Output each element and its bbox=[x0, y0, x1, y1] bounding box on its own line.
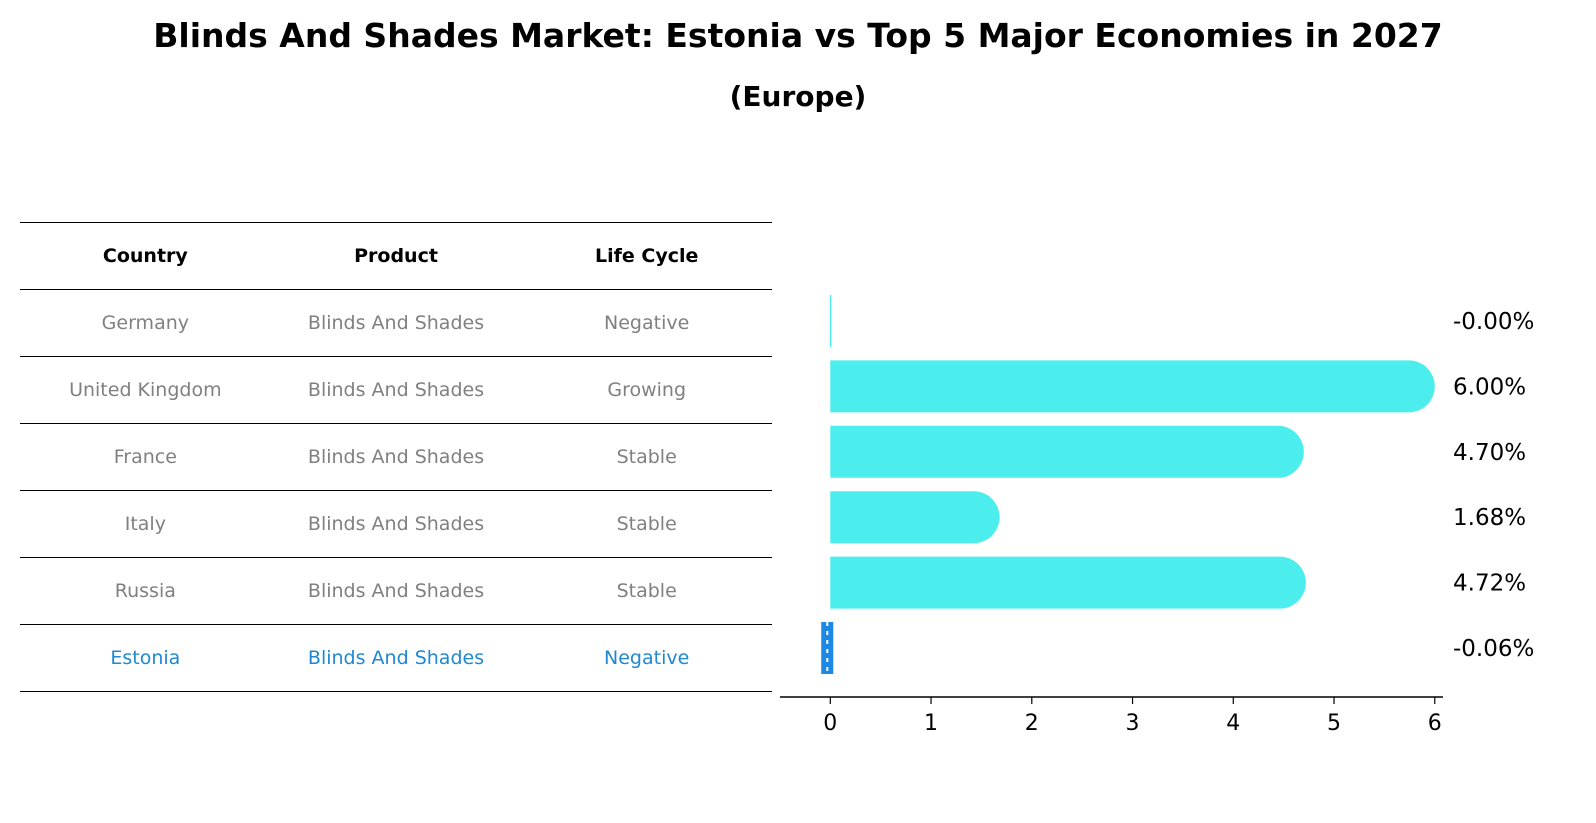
x-tick-label: 2 bbox=[1025, 711, 1039, 736]
data-label: 6.00% bbox=[1453, 374, 1526, 400]
table-row: Russia Blinds And Shades Stable bbox=[20, 557, 772, 624]
cell-product: Blinds And Shades bbox=[307, 647, 485, 669]
cell-country: Estonia bbox=[110, 647, 181, 669]
cell-country: Russia bbox=[114, 580, 176, 602]
x-tick-label: 0 bbox=[823, 711, 837, 736]
x-tick-label: 1 bbox=[924, 711, 938, 736]
header-product: Product bbox=[354, 245, 438, 267]
cell-product: Blinds And Shades bbox=[307, 580, 485, 602]
bar-france bbox=[830, 425, 1304, 478]
cell-life-cycle: Negative bbox=[604, 312, 690, 334]
header-life-cycle: Life Cycle bbox=[594, 245, 699, 267]
bar-united-kingdom bbox=[830, 360, 1435, 413]
cell-country: Germany bbox=[101, 312, 189, 334]
bar-germany bbox=[829, 295, 832, 347]
bar-italy bbox=[830, 491, 1000, 544]
chart-title: Blinds And Shades Market: Estonia vs Top… bbox=[153, 16, 1443, 55]
data-label: 4.72% bbox=[1453, 571, 1526, 597]
cell-product: Blinds And Shades bbox=[307, 513, 485, 535]
cell-life-cycle: Stable bbox=[616, 580, 677, 602]
table-row: France Blinds And Shades Stable bbox=[20, 423, 772, 490]
chart-subtitle: (Europe) bbox=[729, 80, 867, 113]
cell-country: Italy bbox=[124, 513, 166, 535]
data-label: 1.68% bbox=[1453, 505, 1526, 531]
cell-country: United Kingdom bbox=[69, 379, 222, 401]
cell-life-cycle: Stable bbox=[616, 513, 677, 535]
x-tick-label: 6 bbox=[1428, 711, 1442, 736]
table-header-row: Country Product Life Cycle bbox=[20, 222, 772, 289]
cell-product: Blinds And Shades bbox=[307, 312, 485, 334]
cell-life-cycle: Growing bbox=[607, 379, 687, 401]
data-label: -0.00% bbox=[1453, 309, 1534, 335]
bar-chart: -0.00% 6.00% 4.70% 1.68% 4.72% -0.06% 0 1 2 3 4 5 6 bbox=[780, 295, 1534, 736]
data-table: Country Product Life Cycle Germany Blind… bbox=[20, 222, 772, 692]
table-row: United Kingdom Blinds And Shades Growing bbox=[20, 356, 772, 423]
x-tick-label: 3 bbox=[1126, 711, 1140, 736]
x-tick-label: 5 bbox=[1327, 711, 1341, 736]
x-tick-label: 4 bbox=[1226, 711, 1240, 736]
bar-russia bbox=[830, 556, 1306, 609]
data-label: -0.06% bbox=[1453, 636, 1534, 662]
table-row: Italy Blinds And Shades Stable bbox=[20, 490, 772, 557]
header-country: Country bbox=[102, 245, 188, 267]
table-row: Germany Blinds And Shades Negative bbox=[20, 289, 772, 356]
data-label: 4.70% bbox=[1453, 440, 1526, 466]
table-row-highlighted: Estonia Blinds And Shades Negative bbox=[20, 624, 772, 692]
cell-product: Blinds And Shades bbox=[307, 379, 485, 401]
cell-product: Blinds And Shades bbox=[307, 446, 485, 468]
cell-country: France bbox=[113, 446, 177, 468]
cell-life-cycle: Stable bbox=[616, 446, 677, 468]
bar-estonia bbox=[821, 622, 834, 674]
cell-life-cycle: Negative bbox=[604, 647, 690, 669]
